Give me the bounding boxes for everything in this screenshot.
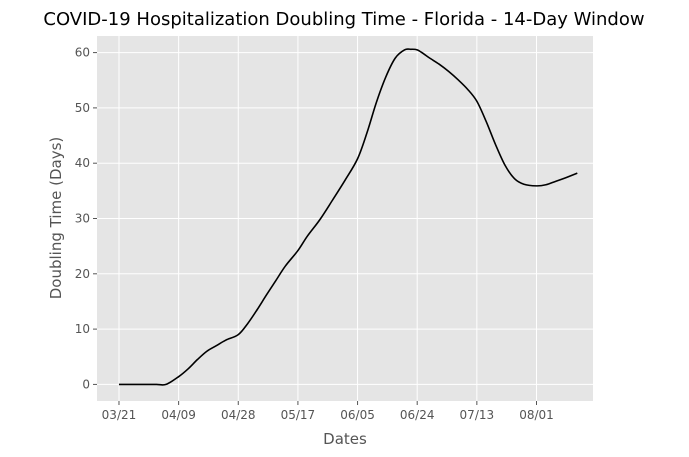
- x-tick-label: 05/17: [281, 408, 316, 422]
- y-tick-label: 10: [75, 322, 90, 336]
- chart-title: COVID-19 Hospitalization Doubling Time -…: [43, 9, 644, 30]
- x-axis-label: Dates: [323, 430, 367, 448]
- y-axis-label: Doubling Time (Days): [47, 137, 65, 300]
- x-tick-label: 08/01: [519, 408, 554, 422]
- grid-layer: [97, 36, 593, 401]
- x-tick-label: 04/28: [221, 408, 256, 422]
- x-tick-label: 03/21: [102, 408, 137, 422]
- y-tick-label: 0: [82, 377, 90, 391]
- y-tick-label: 20: [75, 267, 90, 281]
- tick-layer: 0 10 20 30 40 50 60 03/21 04/09 04/28 05/17 06/05 06…: [75, 46, 554, 422]
- y-tick-label: 40: [75, 156, 90, 170]
- y-tick-label: 60: [75, 46, 90, 60]
- y-tick-label: 50: [75, 101, 90, 115]
- doubling-time-line: [118, 48, 578, 386]
- y-tick-label: 30: [75, 212, 90, 226]
- x-tick-label: 07/13: [460, 408, 495, 422]
- x-tick-label: 06/24: [400, 408, 435, 422]
- x-tick-label: 04/09: [161, 408, 196, 422]
- x-tick-label: 06/05: [340, 408, 375, 422]
